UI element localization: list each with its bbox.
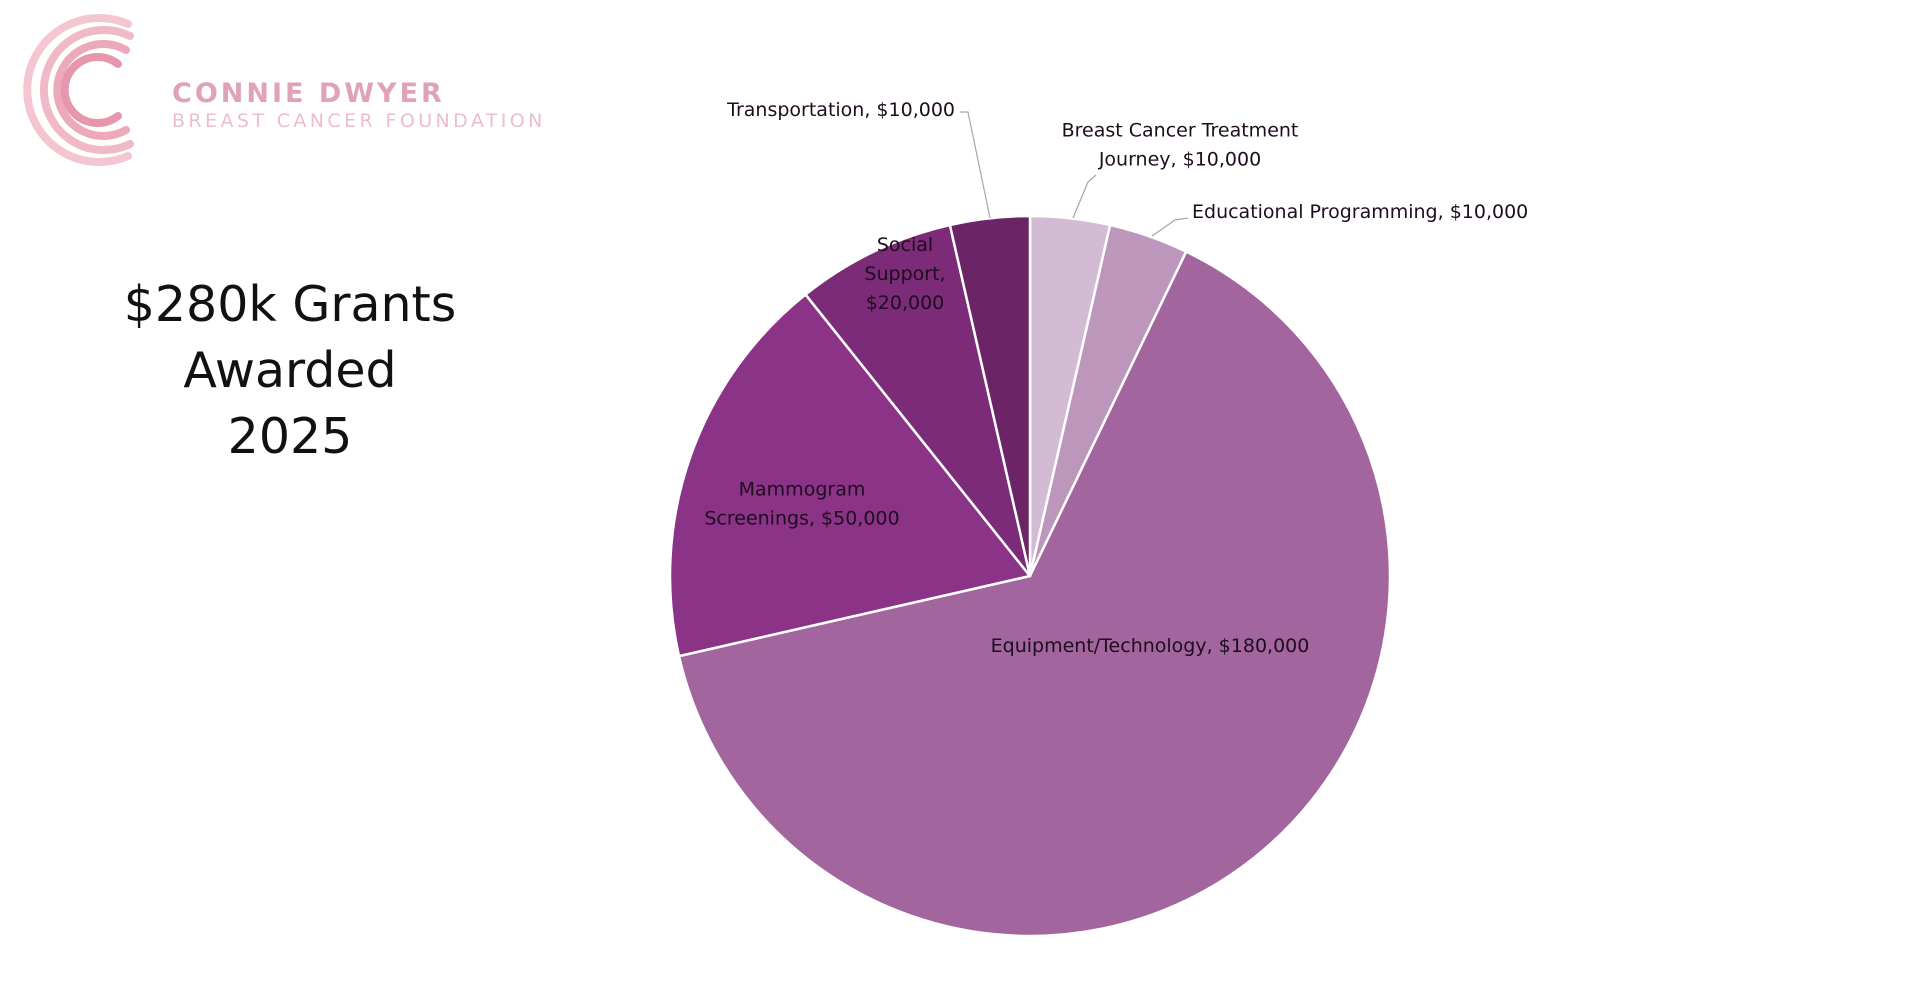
slice-label-line: $20,000	[866, 292, 945, 314]
slice-label-line: Support,	[864, 263, 945, 285]
slice-label: Mammogram Screenings, $50,000	[704, 479, 899, 530]
leader-line	[1072, 174, 1097, 219]
slice-label-line: Journey, $10,000	[1098, 149, 1261, 171]
slide-title-line2: 2025	[227, 408, 353, 465]
slice-labels: Breast Cancer Treatment Journey, $10,000 E…	[704, 99, 1528, 657]
pie-slice-transportation	[948, 214, 1032, 578]
slice-label-line: Educational Programming, $10,000	[1192, 201, 1528, 223]
slice-label: Breast Cancer Treatment Journey, $10,000	[1062, 120, 1299, 171]
slice-label: Transportation, $10,000	[726, 99, 955, 121]
slice-label: Social Support, $20,000	[864, 234, 945, 314]
pie-slice-mammogram-screenings	[668, 293, 1032, 658]
slide-title: $280k Grants Awarded 2025	[20, 272, 560, 470]
pie-slice-equipment-technology	[677, 250, 1392, 938]
logo-c-mark-icon	[23, 14, 134, 166]
slice-label-line: Transportation, $10,000	[726, 99, 955, 121]
slice-label-line: Screenings, $50,000	[704, 508, 899, 530]
slice-label-line: Social	[877, 234, 933, 256]
slide-title-line1: $280k Grants Awarded	[123, 276, 457, 399]
pie-slice-social-support	[804, 223, 1032, 578]
slice-label-line: Breast Cancer Treatment	[1062, 120, 1299, 142]
leader-lines	[960, 111, 1189, 237]
leader-line	[960, 111, 991, 219]
pie-slices	[668, 214, 1392, 938]
logo-name-line2: BREAST CANCER FOUNDATION	[172, 110, 546, 132]
logo-name-line1: CONNIE DWYER	[172, 78, 445, 109]
slice-label-line: Mammogram	[739, 479, 866, 501]
slice-label-line: Equipment/Technology, $180,000	[991, 635, 1310, 657]
slice-label: Educational Programming, $10,000	[1192, 201, 1528, 223]
foundation-logo: CONNIE DWYER BREAST CANCER FOUNDATION	[10, 10, 570, 170]
slice-label: Equipment/Technology, $180,000	[991, 635, 1310, 657]
leader-line	[1151, 217, 1189, 237]
